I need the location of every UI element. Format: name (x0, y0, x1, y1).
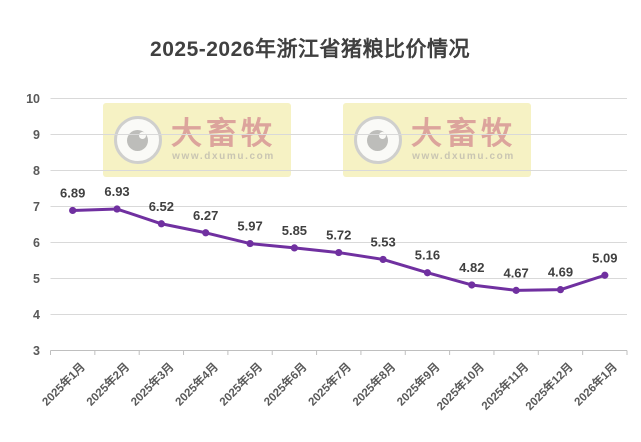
x-axis-tick-label: 2025年12月 (522, 360, 575, 413)
y-axis-tick-label: 4 (33, 308, 40, 322)
watermark-eye-glint (139, 132, 146, 139)
x-axis-tick-label: 2025年2月 (83, 360, 132, 409)
data-point-marker (113, 205, 121, 213)
data-point-marker (157, 220, 165, 228)
y-axis-tick-label: 10 (26, 92, 40, 106)
data-point-label: 4.82 (459, 260, 484, 275)
y-axis-tick-label: 9 (33, 128, 40, 142)
watermark-text-block: 大畜牧 www.dxumu.com (411, 115, 516, 163)
data-point-marker (202, 229, 210, 237)
data-point-label: 5.16 (415, 248, 440, 263)
y-axis-tick-label: 8 (33, 164, 40, 178)
x-axis-tick-label: 2025年5月 (216, 360, 265, 409)
x-axis-tick-label: 2025年8月 (349, 360, 398, 409)
data-point-marker (468, 281, 476, 289)
y-axis-tick-label: 6 (33, 236, 40, 250)
data-point-marker (556, 286, 565, 294)
data-point-label: 6.27 (193, 208, 218, 223)
data-point-marker (335, 248, 343, 257)
x-axis-tick-label: 2025年4月 (172, 360, 221, 409)
data-point-label: 6.52 (149, 199, 174, 214)
data-point-label: 5.97 (237, 219, 262, 234)
data-point-marker (246, 239, 254, 248)
data-point-marker (423, 269, 432, 277)
x-axis-tick-label: 2025年9月 (394, 360, 443, 409)
data-point-label: 4.67 (503, 265, 528, 280)
chart-title: 2025-2026年浙江省猪粮比价情况 (150, 38, 470, 61)
data-point-label: 5.53 (370, 234, 395, 249)
data-point-label: 6.89 (60, 185, 85, 200)
data-point-label: 5.85 (282, 223, 307, 238)
x-axis-tick-label: 2025年3月 (128, 360, 177, 409)
watermark-eye-icon (114, 116, 162, 164)
y-axis-tick-label: 7 (33, 200, 40, 214)
data-point-marker (379, 255, 387, 264)
x-axis-tick-label: 2026年1月 (571, 360, 620, 409)
data-point-label: 5.72 (326, 228, 351, 243)
watermark-url: www.dxumu.com (412, 151, 515, 163)
data-point-label: 6.93 (104, 184, 129, 199)
watermark-url: www.dxumu.com (172, 151, 275, 163)
x-axis-tick-label: 2025年1月 (39, 360, 88, 409)
x-axis-tick-label: 2025年6月 (261, 360, 310, 409)
y-axis-tick-label: 5 (33, 272, 40, 286)
y-axis-tick-label: 3 (33, 344, 40, 358)
watermark-brand: 大畜牧 (171, 115, 276, 151)
x-axis-tick-label: 2025年7月 (305, 360, 354, 409)
data-point-label: 4.69 (548, 265, 573, 280)
data-point-marker (512, 286, 520, 294)
watermark-brand: 大畜牧 (411, 115, 516, 151)
data-point-label: 5.09 (592, 250, 617, 265)
watermark-text-block: 大畜牧 www.dxumu.com (171, 115, 276, 163)
watermark-left: 大畜牧 www.dxumu.com (103, 103, 291, 177)
watermark-eye-icon (354, 116, 402, 164)
data-point-marker (290, 244, 299, 252)
watermark-eye-glint (379, 132, 386, 139)
x-axis-tick-label: 2025年10月 (434, 360, 487, 413)
data-point-marker (601, 271, 609, 279)
watermark-right: 大畜牧 www.dxumu.com (343, 103, 531, 177)
data-point-marker (69, 206, 77, 215)
